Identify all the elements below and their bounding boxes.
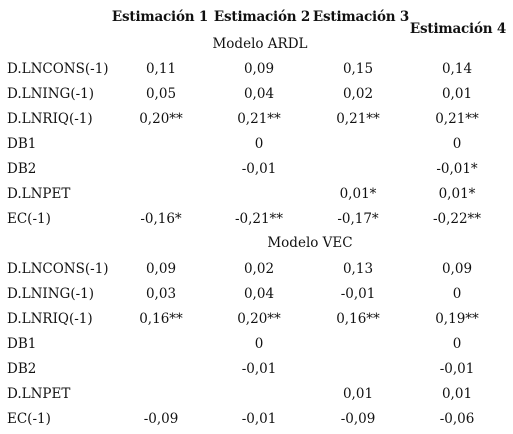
row-label: DB1 (7, 336, 37, 352)
row-label: D.LNPET (7, 386, 71, 402)
table-row: EC(-1) -0,16* -0,21** -0,17* -0,22** (0, 210, 513, 234)
table-cell: -0,16* (140, 211, 182, 227)
row-label: D.LNCONS(-1) (7, 61, 109, 77)
table-row: DB2 -0,01 -0,01* (0, 160, 513, 184)
table-cell: 0,03 (145, 286, 177, 302)
table-cell: 0,15 (342, 61, 374, 77)
row-label: D.LNRIQ(-1) (7, 111, 93, 127)
table-row: D.LNCONS(-1) 0,09 0,02 0,13 0,09 (0, 260, 513, 284)
table-cell: -0,01 (241, 161, 277, 177)
table-cell: 0,02 (243, 261, 275, 277)
table-cell: 0,21** (237, 111, 281, 127)
row-label: D.LNING(-1) (7, 86, 95, 102)
table-cell: -0,22** (432, 211, 482, 227)
table-cell: -0,09 (340, 411, 376, 427)
table-cell: 0,01* (438, 186, 476, 202)
header-estimacion-2: Estimación 2 (213, 9, 311, 25)
table-cell: 0,09 (145, 261, 177, 277)
table-cell: 0 (452, 136, 462, 152)
table-cell: 0,16** (139, 311, 183, 327)
table-cell: -0,01* (436, 161, 478, 177)
row-label: D.LNCONS(-1) (7, 261, 109, 277)
table-cell: -0,21** (234, 211, 284, 227)
section-title-ardl: Modelo ARDL (212, 36, 308, 52)
table-cell: -0,01 (241, 361, 277, 377)
table-cell: 0 (254, 136, 264, 152)
table-row: EC(-1) -0,09 -0,01 -0,09 -0,06 (0, 410, 513, 434)
table-row: D.LNPET 0,01 0,01 (0, 385, 513, 409)
table-cell: 0 (452, 286, 462, 302)
table-row: D.LNRIQ(-1) 0,16** 0,20** 0,16** 0,19** (0, 310, 513, 334)
row-label: DB2 (7, 161, 37, 177)
table-cell: 0,01 (342, 386, 374, 402)
table-row: D.LNRIQ(-1) 0,20** 0,21** 0,21** 0,21** (0, 110, 513, 134)
table-cell: 0,20** (139, 111, 183, 127)
table-cell: 0,09 (243, 61, 275, 77)
row-label: EC(-1) (7, 411, 51, 427)
table-cell: 0,05 (145, 86, 177, 102)
table-cell: -0,01 (340, 286, 376, 302)
table-cell: -0,17* (337, 211, 379, 227)
table-cell: 0,16** (336, 311, 380, 327)
section-title-vec: Modelo VEC (267, 235, 353, 251)
table-cell: 0,14 (441, 61, 473, 77)
row-label: DB2 (7, 361, 37, 377)
table-row: D.LNPET 0,01* 0,01* (0, 185, 513, 209)
table-cell: 0 (452, 336, 462, 352)
table-row: D.LNING(-1) 0,03 0,04 -0,01 0 (0, 285, 513, 309)
table-row: DB1 0 0 (0, 135, 513, 159)
header-estimacion-1: Estimación 1 (111, 9, 209, 25)
header-estimacion-4: Estimación 4 (409, 21, 507, 37)
table-row: D.LNING(-1) 0,05 0,04 0,02 0,01 (0, 85, 513, 109)
table-cell: 0,21** (435, 111, 479, 127)
table-row: DB2 -0,01 -0,01 (0, 360, 513, 384)
table-cell: 0,04 (243, 86, 275, 102)
row-label: DB1 (7, 136, 37, 152)
table-cell: -0,09 (143, 411, 179, 427)
table-cell: 0,20** (237, 311, 281, 327)
table-cell: 0,21** (336, 111, 380, 127)
table-cell: -0,01 (439, 361, 475, 377)
row-label: D.LNRIQ(-1) (7, 311, 93, 327)
table-cell: 0,01 (441, 386, 473, 402)
table-cell: 0 (254, 336, 264, 352)
table-cell: 0,01* (339, 186, 377, 202)
table-cell: 0,04 (243, 286, 275, 302)
table-cell: 0,11 (145, 61, 177, 77)
table-cell: 0,13 (342, 261, 374, 277)
table-row: D.LNCONS(-1) 0,11 0,09 0,15 0,14 (0, 60, 513, 84)
table-cell: 0,02 (342, 86, 374, 102)
table-cell: 0,19** (435, 311, 479, 327)
header-estimacion-3: Estimación 3 (312, 9, 410, 25)
table-cell: -0,01 (241, 411, 277, 427)
row-label: D.LNING(-1) (7, 286, 95, 302)
table-cell: 0,09 (441, 261, 473, 277)
row-label: D.LNPET (7, 186, 71, 202)
table-cell: -0,06 (439, 411, 475, 427)
row-label: EC(-1) (7, 211, 51, 227)
table-row: DB1 0 0 (0, 335, 513, 359)
table-cell: 0,01 (441, 86, 473, 102)
